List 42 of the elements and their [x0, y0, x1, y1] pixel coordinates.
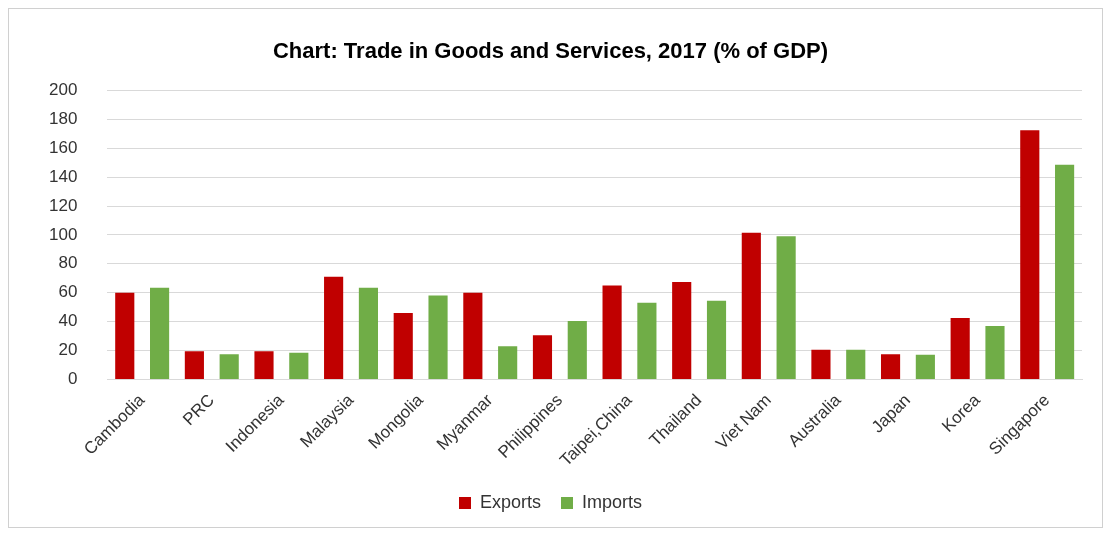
bar	[184, 351, 204, 379]
chart-title: Chart: Trade in Goods and Services, 2017 (% of GDP)	[272, 38, 829, 64]
bar	[289, 352, 309, 379]
bar	[463, 292, 483, 379]
bar	[393, 312, 413, 379]
bar	[880, 354, 901, 379]
bar	[567, 320, 587, 379]
bar	[1020, 130, 1040, 379]
y-tick-label: 40	[58, 311, 78, 331]
bar	[672, 281, 692, 379]
y-tick-label: 120	[48, 195, 78, 215]
bar	[915, 354, 935, 379]
bar	[324, 276, 344, 379]
y-tick-label: 80	[58, 253, 78, 273]
bar	[776, 236, 796, 379]
y-tick-label: 20	[58, 340, 78, 360]
bar	[950, 318, 970, 379]
bar	[150, 287, 170, 379]
y-tick-label: 160	[48, 137, 78, 157]
y-tick-label: 180	[48, 108, 78, 128]
y-tick-label: 0	[67, 369, 78, 389]
bar	[811, 349, 831, 379]
bar	[219, 354, 239, 379]
bar	[985, 325, 1005, 379]
bar	[115, 292, 135, 379]
bar	[254, 351, 274, 379]
y-tick-label: 100	[48, 224, 78, 244]
bar	[532, 335, 553, 379]
legend-label: Imports	[582, 491, 643, 512]
y-tick-label: 60	[58, 282, 78, 302]
bar	[741, 232, 761, 379]
bar	[846, 349, 866, 379]
bar	[637, 302, 657, 379]
y-tick-label: 200	[48, 80, 78, 100]
bar	[706, 300, 727, 379]
bar	[1055, 164, 1075, 379]
y-tick-label: 140	[48, 166, 78, 186]
bar	[428, 295, 448, 379]
bar	[602, 285, 622, 379]
legend-label: Exports	[479, 491, 542, 512]
bar	[358, 287, 378, 379]
bar	[498, 346, 518, 379]
